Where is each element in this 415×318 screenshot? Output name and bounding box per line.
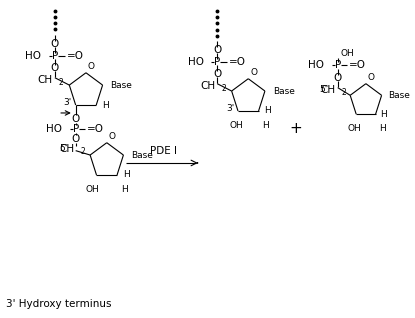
Text: O: O xyxy=(213,45,221,55)
Text: Base: Base xyxy=(273,86,295,95)
Text: H: H xyxy=(262,121,269,130)
Text: Base: Base xyxy=(131,150,153,160)
Text: Base: Base xyxy=(110,80,132,90)
Text: O: O xyxy=(71,134,80,144)
Text: =O: =O xyxy=(349,60,366,70)
Text: CH: CH xyxy=(38,75,53,85)
Text: OH: OH xyxy=(347,124,361,133)
Text: O: O xyxy=(51,63,59,73)
Text: HO: HO xyxy=(25,51,41,61)
Text: 3': 3' xyxy=(63,98,72,107)
Text: OH: OH xyxy=(86,185,100,194)
Text: 2: 2 xyxy=(221,84,226,93)
Text: H: H xyxy=(264,107,271,115)
Text: 2: 2 xyxy=(59,78,63,87)
Text: P: P xyxy=(214,57,220,67)
Text: O: O xyxy=(368,73,375,82)
Text: O: O xyxy=(334,73,342,83)
Text: CH: CH xyxy=(200,81,215,91)
Text: HO: HO xyxy=(188,57,204,67)
Text: 3' Hydroxy terminus: 3' Hydroxy terminus xyxy=(6,299,112,309)
Text: 5': 5' xyxy=(320,85,328,94)
Text: O: O xyxy=(109,132,116,141)
Text: =O: =O xyxy=(87,124,104,134)
Text: Base: Base xyxy=(388,91,410,100)
Text: O: O xyxy=(250,68,257,77)
Text: O: O xyxy=(213,69,221,79)
Text: O: O xyxy=(51,39,59,49)
Text: HO: HO xyxy=(308,60,324,70)
Text: CH: CH xyxy=(60,144,75,154)
Text: H: H xyxy=(123,170,129,179)
Text: P: P xyxy=(73,124,79,134)
Text: +: + xyxy=(290,121,302,136)
Text: H: H xyxy=(381,110,387,119)
Text: 2: 2 xyxy=(81,147,85,156)
Text: O: O xyxy=(71,114,80,124)
Text: O: O xyxy=(88,62,95,71)
Text: 2: 2 xyxy=(342,88,347,97)
Text: 5': 5' xyxy=(60,144,68,153)
Text: OH: OH xyxy=(229,121,243,130)
Text: HO: HO xyxy=(46,124,62,134)
Text: 3': 3' xyxy=(226,104,234,113)
Text: PDE I: PDE I xyxy=(150,146,177,156)
Text: H: H xyxy=(121,185,128,194)
Text: OH: OH xyxy=(341,49,354,59)
Text: H: H xyxy=(102,100,109,109)
Text: =O: =O xyxy=(66,51,83,61)
Text: P: P xyxy=(334,60,341,70)
Text: H: H xyxy=(379,124,386,133)
Text: =O: =O xyxy=(229,57,246,67)
Text: P: P xyxy=(52,51,58,61)
Text: CH: CH xyxy=(321,85,336,95)
